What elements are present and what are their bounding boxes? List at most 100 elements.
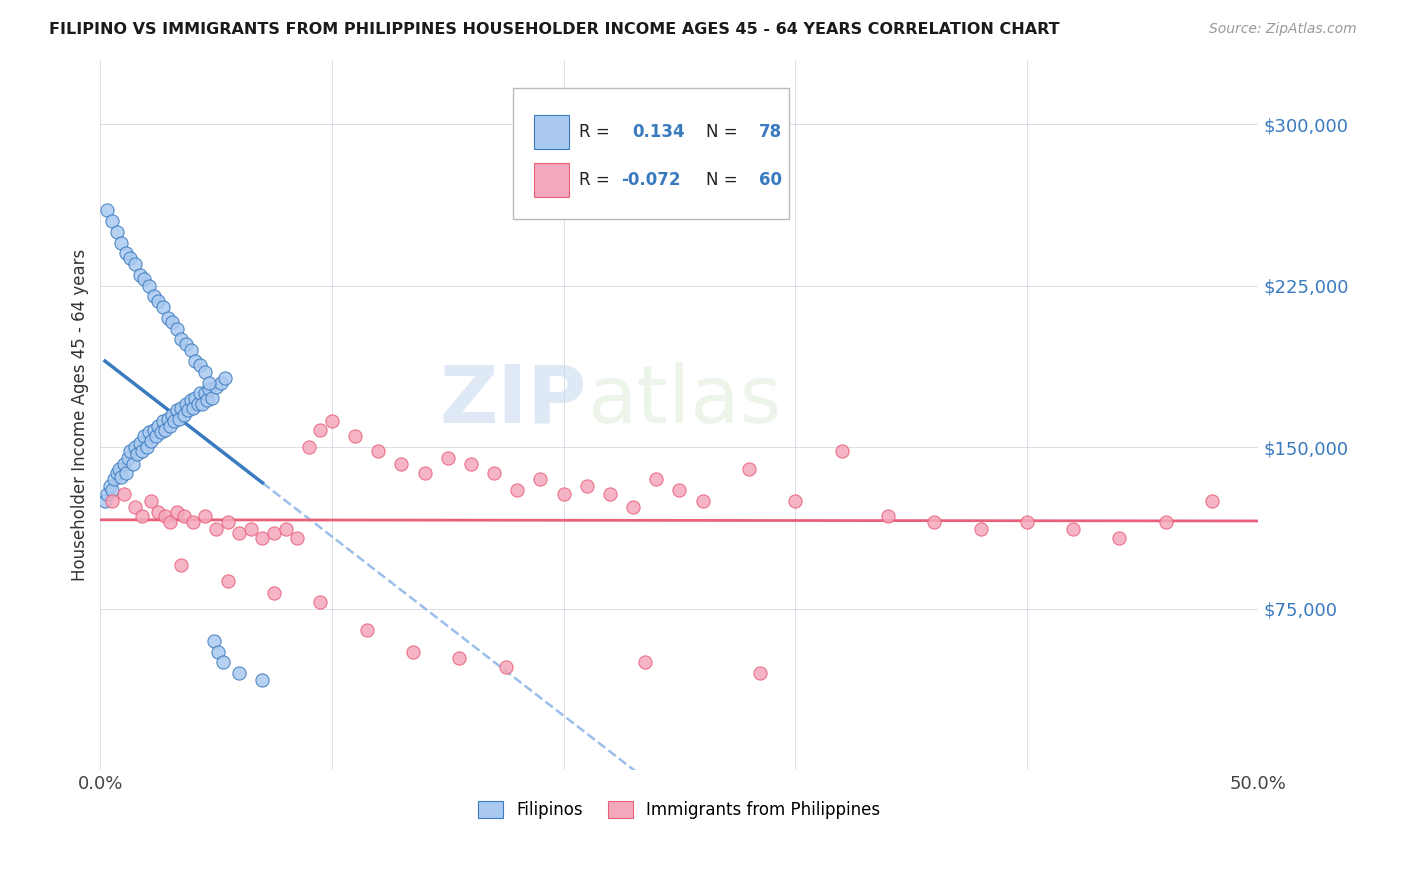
Point xyxy=(228,526,250,541)
Text: 0.134: 0.134 xyxy=(633,122,685,141)
Point xyxy=(274,522,297,536)
Point xyxy=(98,479,121,493)
Point xyxy=(117,450,139,465)
Point xyxy=(194,365,217,379)
Point xyxy=(131,444,153,458)
Point xyxy=(785,494,807,508)
Point xyxy=(120,251,142,265)
Point xyxy=(1062,522,1084,536)
Point xyxy=(174,397,197,411)
Point xyxy=(114,246,136,260)
Point xyxy=(194,386,217,401)
Text: R =: R = xyxy=(579,122,610,141)
Point xyxy=(163,414,186,428)
Point xyxy=(152,414,174,428)
Point xyxy=(876,508,898,523)
Point xyxy=(969,522,991,536)
Point xyxy=(309,595,332,609)
Point xyxy=(110,235,132,250)
Point xyxy=(156,310,179,325)
Point xyxy=(495,659,517,673)
Point xyxy=(181,401,204,416)
Y-axis label: Householder Income Ages 45 - 64 years: Householder Income Ages 45 - 64 years xyxy=(72,249,89,581)
Point xyxy=(181,516,204,530)
Point xyxy=(413,466,436,480)
Point xyxy=(195,392,218,407)
Text: -0.072: -0.072 xyxy=(621,171,681,189)
Point xyxy=(128,435,150,450)
Point xyxy=(180,392,202,407)
Point xyxy=(155,508,177,523)
Point xyxy=(309,423,332,437)
Point xyxy=(177,403,200,417)
Text: N =: N = xyxy=(706,122,737,141)
Point xyxy=(209,376,232,390)
Point xyxy=(141,494,163,508)
Point xyxy=(344,429,367,443)
Point xyxy=(214,371,236,385)
Point xyxy=(187,397,209,411)
Point xyxy=(217,574,239,588)
Text: N =: N = xyxy=(706,171,737,189)
Point xyxy=(263,526,285,541)
Text: 60: 60 xyxy=(759,171,782,189)
Point xyxy=(149,425,172,439)
Point xyxy=(124,257,146,271)
Point xyxy=(166,403,188,417)
Point xyxy=(160,315,183,329)
Point xyxy=(159,516,181,530)
Point xyxy=(96,487,118,501)
Point xyxy=(155,423,177,437)
Point xyxy=(138,278,160,293)
Point xyxy=(148,505,170,519)
Point xyxy=(321,414,343,428)
Point xyxy=(1108,531,1130,545)
Point xyxy=(138,425,160,439)
Point xyxy=(108,461,131,475)
Point xyxy=(134,429,156,443)
Point xyxy=(141,434,163,448)
Point xyxy=(170,558,193,573)
Point xyxy=(191,397,214,411)
Point xyxy=(121,458,143,472)
Point xyxy=(1154,516,1177,530)
Point xyxy=(217,516,239,530)
Point xyxy=(124,500,146,515)
Point xyxy=(173,408,195,422)
Point xyxy=(135,440,157,454)
Point xyxy=(1015,516,1038,530)
Point xyxy=(449,651,471,665)
Text: Source: ZipAtlas.com: Source: ZipAtlas.com xyxy=(1209,22,1357,37)
Point xyxy=(194,508,217,523)
Point xyxy=(482,466,505,480)
Point xyxy=(148,418,170,433)
Point xyxy=(668,483,690,497)
Point xyxy=(160,408,183,422)
Point xyxy=(367,444,389,458)
Point xyxy=(134,272,156,286)
Point xyxy=(506,483,529,497)
Point xyxy=(94,494,117,508)
Point xyxy=(105,466,128,480)
Point xyxy=(184,354,207,368)
Point xyxy=(142,423,165,437)
Point xyxy=(298,440,321,454)
Point xyxy=(101,214,124,228)
Point xyxy=(263,586,285,600)
Point xyxy=(205,380,228,394)
Point xyxy=(142,289,165,303)
Point xyxy=(575,479,598,493)
Text: ZIP: ZIP xyxy=(440,361,586,440)
Point xyxy=(112,458,135,472)
Point xyxy=(188,386,211,401)
Point xyxy=(1201,494,1223,508)
Point xyxy=(145,429,167,443)
Point xyxy=(105,225,128,239)
Point xyxy=(692,494,714,508)
Point xyxy=(103,472,125,486)
Point xyxy=(112,487,135,501)
Point xyxy=(156,412,179,426)
Point xyxy=(131,508,153,523)
Point xyxy=(200,391,222,405)
Point xyxy=(634,656,657,670)
